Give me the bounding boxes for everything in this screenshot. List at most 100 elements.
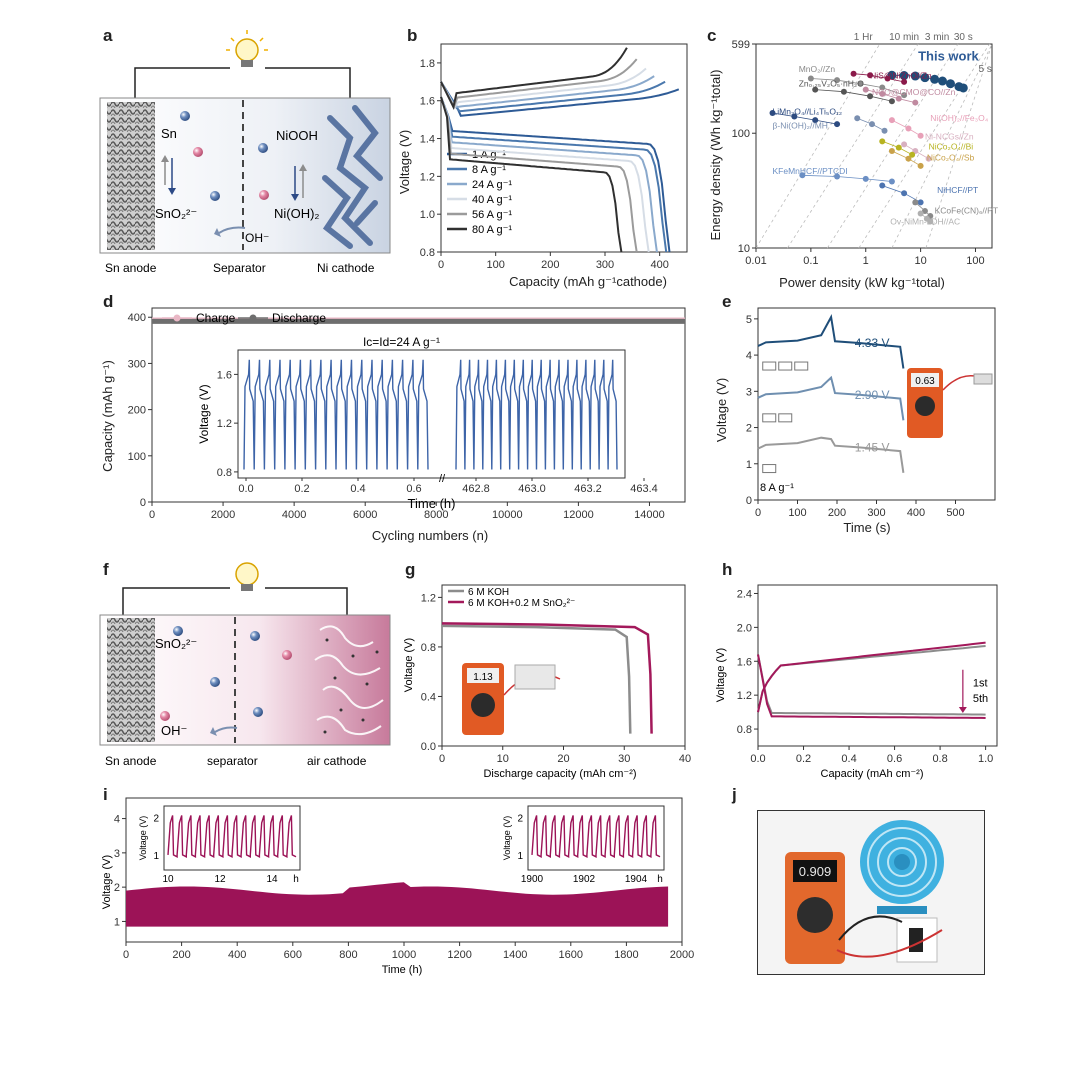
e-x-tick-label: 100 [788, 507, 806, 519]
c-point-4-1 [879, 90, 886, 97]
panel-label-c: c [707, 26, 717, 45]
b-x-tick-label: 300 [596, 259, 614, 271]
c-point-0-4 [930, 74, 940, 84]
c-series-label-12: NiHCF//PT [937, 185, 978, 195]
c-time-label: 10 min [889, 32, 919, 43]
g-x-tick-label: 20 [557, 753, 569, 765]
plot-frame [755, 43, 993, 249]
multimeter-j-reading: 0.909 [799, 864, 832, 879]
b-x-tick-label: 400 [650, 259, 668, 271]
c-series-line-3 [853, 73, 905, 83]
d-x-tick-label: 14000 [634, 509, 665, 521]
i-xlabel: Time (h) [382, 964, 423, 976]
c-point-2-3 [888, 98, 895, 105]
g-curve-0 [441, 624, 632, 734]
c-point-6-2 [917, 132, 924, 139]
d-legend-marker-1 [249, 314, 257, 322]
c-point-12-2 [917, 199, 924, 206]
b-discharge-curve-0 [440, 96, 671, 253]
c-this-work-label: This work [918, 49, 979, 64]
i-inset-x-tick-label: 1904 [625, 874, 648, 885]
c-point-6-1 [905, 125, 912, 132]
h-charge-curve-1 [757, 641, 986, 713]
chart-b: 0 100 200 300 4000.81.01.21.41.61.81 A g⁻¹8 … [397, 43, 688, 289]
d-inset-curve-left [243, 359, 429, 470]
e-y-tick-label: 5 [746, 314, 752, 326]
h-x-tick-label: 0.2 [796, 753, 811, 765]
i-inset-x-tick-label: 1902 [573, 874, 596, 885]
c-y-tick-label: 599 [732, 39, 750, 51]
e-y-tick-label: 0 [746, 495, 752, 507]
c-point-3-1 [867, 72, 874, 79]
battery-icon [778, 413, 793, 423]
d-inset-x-tick-label: 463.2 [574, 483, 602, 495]
c-iso-line [827, 43, 959, 249]
e-annotation: 8 A g⁻¹ [760, 482, 794, 494]
d-legend-label-0: Charge [196, 311, 236, 325]
e-curve-label-1: 2.90 V [855, 388, 890, 402]
cell-device [514, 664, 556, 690]
b-x-tick-label: 0 [438, 259, 444, 271]
b-ylabel: Voltage (V) [397, 130, 412, 194]
g-xlabel: Discharge capacity (mAh cm⁻²) [483, 768, 636, 780]
e-y-tick-label: 3 [746, 386, 752, 398]
d-inset-x-tick-label: 462.8 [462, 483, 490, 495]
c-y-tick-label: 100 [732, 128, 750, 140]
panel-label-e: e [722, 292, 732, 311]
c-x-tick-label: 1 [863, 255, 869, 267]
e-xlabel: Time (s) [843, 520, 890, 535]
c-point-7-2 [881, 127, 888, 134]
label-f-sno2: SnO₂²⁻ [155, 636, 197, 651]
label-niooh: NiOOH [276, 128, 318, 143]
cell-clip [973, 373, 993, 385]
d-x-tick-label: 8000 [424, 509, 448, 521]
panel-label-d: d [103, 292, 114, 311]
g-ylabel: Voltage (V) [403, 638, 415, 692]
b-x-tick-label: 200 [541, 259, 559, 271]
d-y-tick-label: 0 [140, 497, 146, 509]
d-y-tick-label: 300 [128, 358, 146, 370]
i-x-tick-label: 1200 [447, 949, 471, 961]
c-point-7-0 [854, 115, 861, 122]
c-point-9-0 [879, 138, 886, 145]
e-y-tick-label: 2 [746, 423, 752, 435]
h-discharge-curve-0 [757, 654, 986, 716]
i-x-tick-label: 2000 [670, 949, 694, 961]
i-inset-x-tick-label: 14 [266, 874, 278, 885]
h-x-tick-label: 0.8 [932, 753, 947, 765]
i-x-tick-label: 600 [284, 949, 302, 961]
plot-frame [440, 43, 688, 253]
e-y-tick-label: 4 [746, 350, 752, 362]
label-f-separator: separator [207, 754, 258, 768]
panel-label-h: h [722, 560, 733, 579]
g-curve-1 [441, 622, 653, 734]
i-inset-xunit: h [657, 874, 663, 885]
c-time-label: 1 Hr [854, 32, 874, 43]
i-inset-curve-1 [531, 815, 661, 858]
c-series-line-11 [802, 174, 892, 182]
i-inset-y-tick-label: 2 [153, 813, 159, 824]
d-ylabel: Capacity (mAh g⁻¹) [100, 360, 115, 472]
e-multimeter-reading: 0.63 [915, 376, 935, 387]
bulb-icon [235, 562, 259, 586]
c-point-11-3 [888, 178, 895, 185]
b-discharge-curve-1 [440, 96, 668, 253]
i-y-tick-label: 2 [114, 882, 120, 894]
g-y-tick-label: 0.4 [421, 691, 436, 703]
plot-frame [151, 307, 686, 503]
c-point-14-0 [917, 210, 924, 217]
c-point-9-1 [895, 144, 902, 151]
c-series-label-11: KFeMnHCF//PTCDI [773, 166, 848, 176]
i-inset-x-tick-label: 12 [214, 874, 226, 885]
d-legend-marker-0 [173, 314, 181, 322]
c-time-label: 5 s [978, 64, 991, 75]
c-point-1-4 [901, 92, 908, 99]
chart-h: 0.0 0.2 0.4 0.6 0.8 1.00.81.21.62.02.41st5th … [715, 584, 998, 780]
label-f-oh: OH⁻ [161, 723, 187, 738]
b-legend-label-5: 80 A g⁻¹ [472, 224, 512, 236]
h-y-tick-label: 2.4 [737, 588, 752, 600]
d-inset-y-tick-label: 1.6 [217, 369, 232, 381]
c-point-8-0 [901, 141, 908, 148]
multimeter-screen [911, 373, 939, 387]
g-legend-label-0: 6 M KOH [468, 587, 509, 598]
